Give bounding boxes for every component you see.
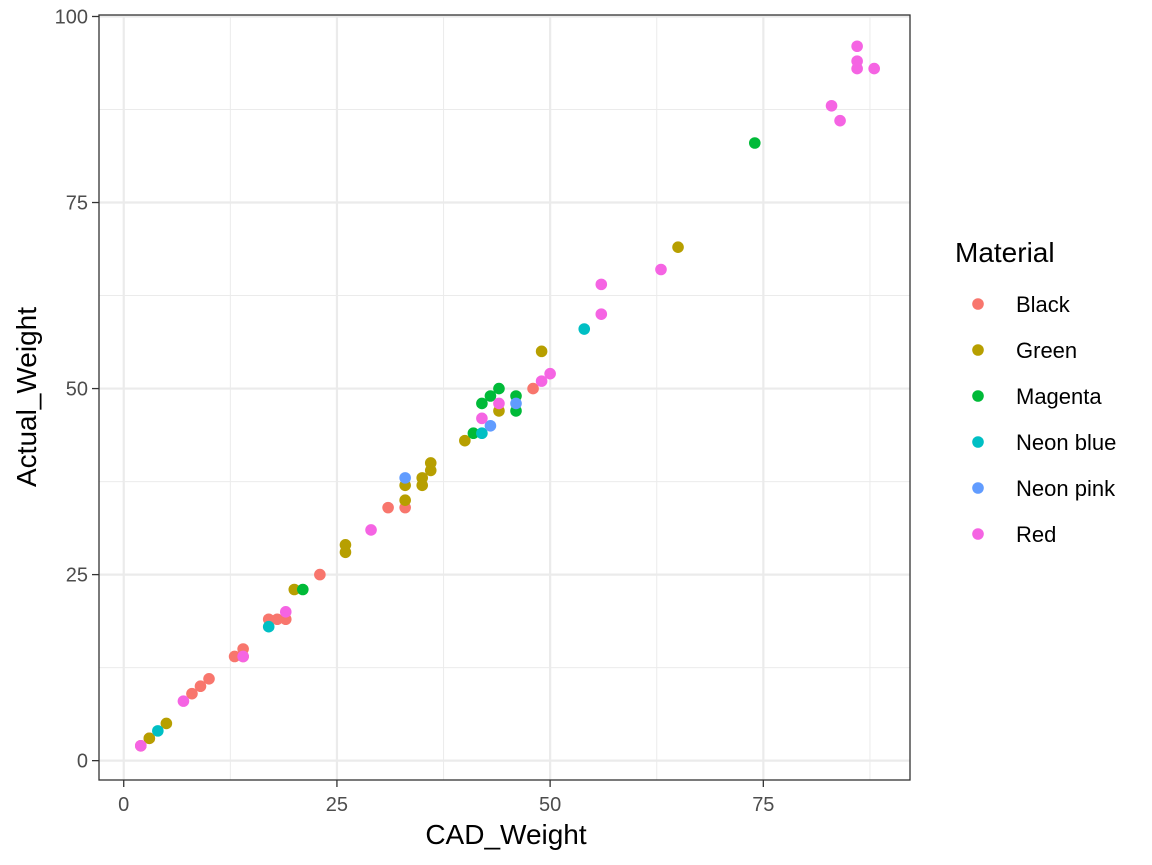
y-tick-label: 25 xyxy=(66,565,88,587)
point-green xyxy=(160,717,173,730)
point-red xyxy=(595,308,608,320)
point-black xyxy=(527,382,539,395)
point-magenta xyxy=(484,390,497,402)
point-green xyxy=(143,732,156,745)
y-tick-label: 100 xyxy=(55,6,88,28)
point-green xyxy=(459,434,471,447)
point-green xyxy=(416,479,429,492)
legend-label-neon-pink: Neon pink xyxy=(1016,476,1116,501)
point-red xyxy=(535,375,548,387)
legend-title: Material xyxy=(955,237,1055,268)
point-black xyxy=(271,613,284,626)
point-black xyxy=(382,501,394,514)
legend-label-green: Green xyxy=(1016,338,1077,363)
point-black xyxy=(228,650,241,663)
point-green xyxy=(399,494,411,506)
point-magenta xyxy=(467,427,480,440)
point-red xyxy=(868,62,880,75)
point-red xyxy=(595,278,608,291)
point-magenta xyxy=(748,137,761,149)
x-tick-label: 50 xyxy=(539,794,561,816)
point-black xyxy=(194,680,207,693)
legend-key-black xyxy=(972,298,984,310)
legend-label-neon-blue: Neon blue xyxy=(1016,430,1116,455)
y-axis-title: Actual_Weight xyxy=(11,307,42,487)
legend-key-neon-blue xyxy=(972,436,984,448)
x-axis-title: CAD_Weight xyxy=(425,819,587,850)
point-red xyxy=(851,40,863,53)
point-magenta xyxy=(493,382,505,395)
point-red xyxy=(476,412,488,425)
legend-key-red xyxy=(972,528,984,540)
point-magenta xyxy=(476,397,488,410)
y-axis-ticks: 0 25 50 75 100 xyxy=(55,6,99,773)
point-red xyxy=(544,367,556,380)
point-black xyxy=(186,687,198,700)
point-red xyxy=(279,606,292,618)
point-red xyxy=(834,114,846,127)
point-green xyxy=(424,464,437,477)
point-green xyxy=(535,345,548,358)
point-green xyxy=(672,241,684,253)
legend-label-black: Black xyxy=(1016,292,1071,317)
point-neon-pink xyxy=(484,419,497,432)
point-red xyxy=(177,695,190,707)
point-green xyxy=(339,546,352,559)
plot-panel-border xyxy=(98,14,911,781)
y-tick-label: 75 xyxy=(66,193,88,215)
legend-key-magenta xyxy=(972,390,984,402)
x-tick-label: 25 xyxy=(326,794,348,816)
point-neon-blue xyxy=(578,323,591,335)
grid-minor xyxy=(99,15,910,780)
point-green xyxy=(288,583,301,596)
point-neon-blue xyxy=(152,725,164,737)
point-red xyxy=(493,397,505,410)
legend-key-green xyxy=(972,344,984,356)
point-red xyxy=(851,62,863,75)
point-red xyxy=(655,263,667,276)
legend-key-neon-pink xyxy=(972,482,984,494)
point-red xyxy=(365,524,377,536)
point-magenta xyxy=(297,583,309,596)
point-neon-blue xyxy=(262,620,275,633)
x-axis-ticks: 0 25 50 75 xyxy=(118,780,774,816)
legend-label-red: Red xyxy=(1016,522,1056,547)
point-red xyxy=(134,739,147,752)
x-tick-label: 75 xyxy=(752,794,774,816)
point-black xyxy=(203,672,215,685)
x-tick-label: 0 xyxy=(118,794,129,816)
point-black xyxy=(314,568,326,581)
point-neon-pink xyxy=(399,472,411,484)
data-points xyxy=(134,40,880,752)
y-tick-label: 0 xyxy=(77,751,88,773)
point-neon-pink xyxy=(510,397,522,410)
grid-major xyxy=(99,15,910,780)
legend-label-magenta: Magenta xyxy=(1016,384,1102,409)
point-red xyxy=(825,99,838,112)
legend: Material Black Green Magenta Neon blue Neon … xyxy=(955,237,1116,547)
point-neon-blue xyxy=(476,427,488,440)
point-red xyxy=(237,650,249,663)
y-tick-label: 50 xyxy=(66,379,88,401)
